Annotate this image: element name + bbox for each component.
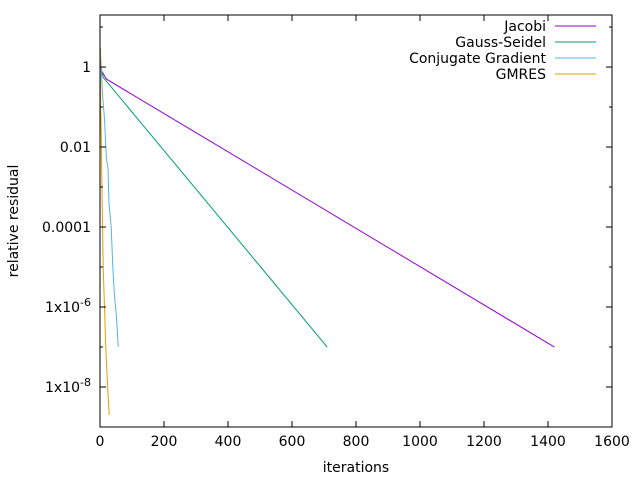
x-tick-label: 1600 bbox=[594, 434, 630, 450]
legend-label: Jacobi bbox=[503, 19, 546, 35]
x-tick-label: 200 bbox=[151, 434, 178, 450]
y-tick-label: 0.01 bbox=[60, 140, 91, 156]
x-tick-label: 1400 bbox=[530, 434, 566, 450]
x-tick-label: 600 bbox=[279, 434, 306, 450]
ticks-layer: 0 200 400 600 800 1000 1200 1400 1600 1 0.01 0.0001… bbox=[42, 15, 630, 450]
x-tick-label: 800 bbox=[343, 434, 370, 450]
y-tick-label: 1 bbox=[82, 60, 91, 76]
legend-label: Gauss-Seidel bbox=[455, 35, 546, 51]
x-axis-label: iterations bbox=[323, 460, 389, 476]
legend-label: GMRES bbox=[496, 67, 547, 83]
x-tick-label: 1200 bbox=[466, 434, 502, 450]
y-axis-label: relative residual bbox=[6, 165, 22, 278]
x-tick-label: 1000 bbox=[402, 434, 438, 450]
series-line-3 bbox=[99, 47, 119, 348]
legend-label: Conjugate Gradient bbox=[409, 51, 546, 67]
series-line-1 bbox=[99, 47, 555, 348]
y-tick-label: 1x10-6 bbox=[45, 296, 91, 316]
y-tick-label: 1x10-8 bbox=[45, 376, 91, 396]
x-tick-label: 400 bbox=[215, 434, 242, 450]
y-tick-label: 0.0001 bbox=[42, 220, 91, 236]
series-line-4 bbox=[99, 47, 110, 415]
series-line-2 bbox=[99, 54, 328, 348]
series-layer bbox=[99, 47, 555, 415]
x-tick-label: 0 bbox=[96, 434, 105, 450]
